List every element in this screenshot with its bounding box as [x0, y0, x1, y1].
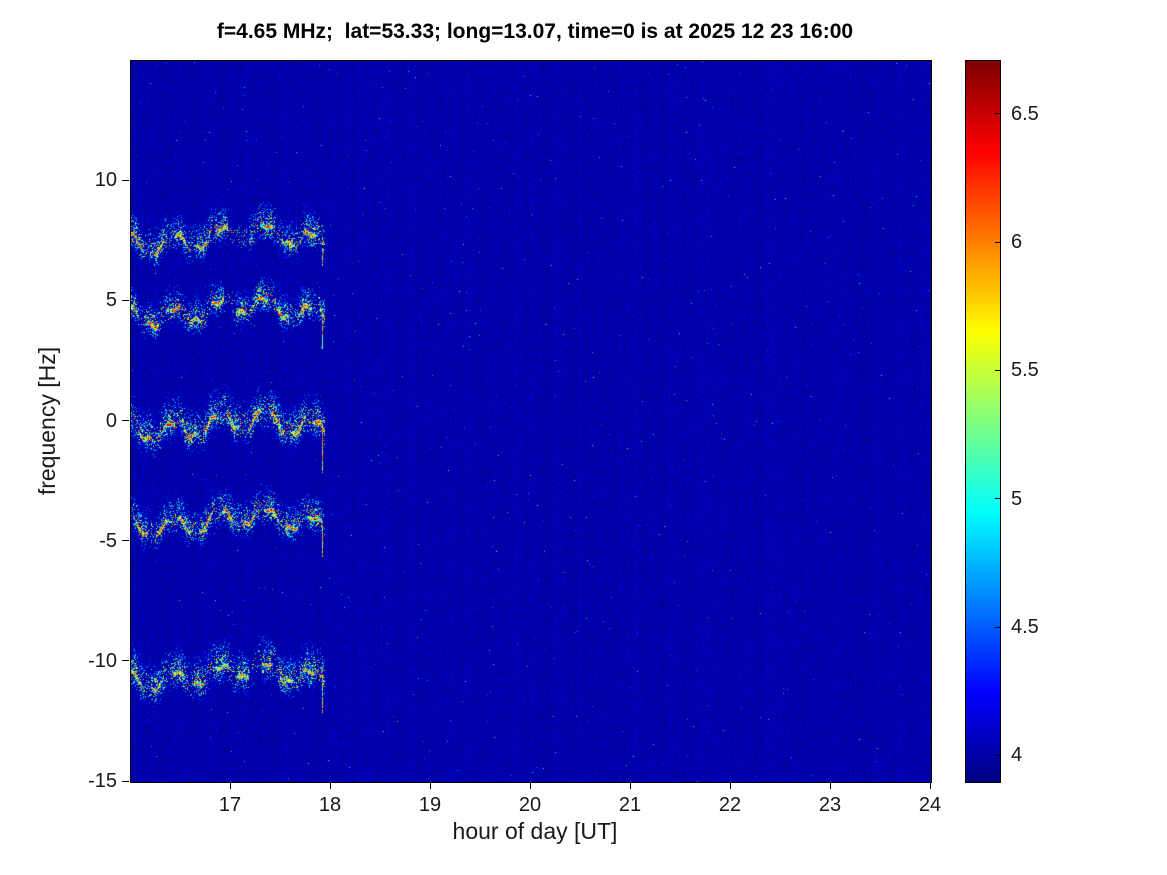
x-tick-label: 20	[518, 794, 542, 816]
y-tick-label: 5	[105, 289, 117, 312]
x-tick-label: 22	[718, 794, 742, 816]
x-tick-label: 17	[218, 794, 242, 816]
spectrogram-canvas	[131, 61, 931, 782]
y-tick-mark	[122, 420, 129, 421]
colorbar-tick-label: 4.5	[1011, 616, 1039, 639]
x-tick-mark	[429, 782, 431, 789]
colorbar-tick-mark	[995, 498, 1001, 500]
y-tick-label: -10	[88, 649, 117, 672]
x-tick-mark	[329, 782, 331, 789]
x-axis-label: hour of day [UT]	[452, 818, 618, 844]
y-tick-label: 10	[94, 169, 117, 192]
y-tick-mark	[122, 660, 129, 662]
y-tick-mark	[122, 299, 129, 301]
x-tick-mark	[829, 782, 831, 789]
colorbar-tick-label: 6	[1011, 231, 1023, 254]
colorbar-tick-label: 5	[1011, 487, 1023, 510]
chart-title: f=4.65 MHz; lat=53.33; long=13.07, time=…	[216, 20, 854, 43]
colorbar-tick-label: 5.5	[1011, 359, 1039, 382]
y-tick-mark	[122, 540, 129, 542]
colorbar-tick-label: 4	[1011, 744, 1023, 767]
x-tick-mark	[929, 782, 931, 789]
colorbar-tick-mark	[995, 626, 1001, 628]
y-tick-mark	[122, 780, 129, 782]
y-tick-label: -5	[99, 529, 117, 552]
x-tick-mark	[529, 782, 531, 789]
x-tick-mark	[229, 782, 231, 789]
colorbar-tick-mark	[995, 369, 1001, 371]
x-tick-label: 21	[618, 794, 642, 816]
colorbar-tick-label: 6.5	[1011, 102, 1039, 125]
x-tick-label: 19	[418, 794, 442, 816]
colorbar-tick-mark	[995, 754, 1001, 756]
colorbar-canvas	[966, 61, 1000, 782]
colorbar-tick-mark	[995, 241, 1001, 243]
y-tick-label: 0	[105, 409, 117, 432]
y-tick-mark	[122, 179, 129, 181]
plot-area	[130, 60, 932, 783]
colorbar	[965, 60, 1001, 783]
y-tick-label: -15	[88, 770, 117, 792]
x-tick-mark	[729, 782, 731, 789]
x-tick-mark	[629, 782, 631, 789]
colorbar-tick-mark	[995, 113, 1001, 115]
x-tick-label: 18	[318, 794, 342, 816]
x-tick-label: 23	[818, 794, 842, 816]
y-axis-label: frequency [Hz]	[34, 346, 60, 496]
x-tick-label: 24	[918, 794, 942, 816]
